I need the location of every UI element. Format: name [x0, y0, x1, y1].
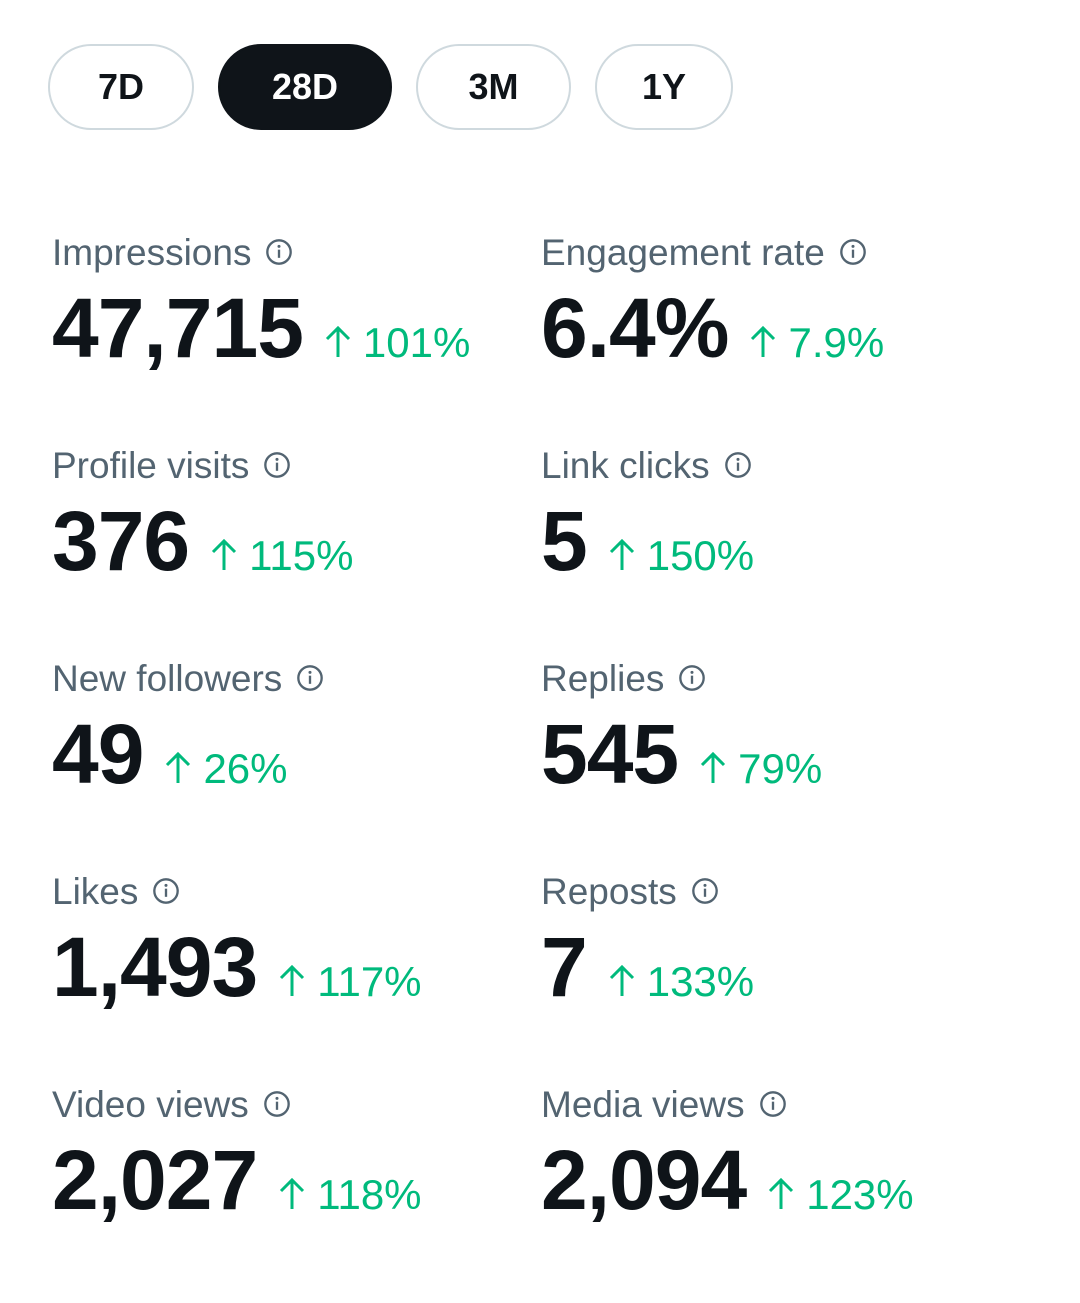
metric-change-value: 150% [646, 532, 755, 579]
metric-change-value: 118% [317, 1171, 422, 1218]
metric-label-row: Reposts [541, 865, 1041, 917]
metric-label: Replies [541, 657, 665, 699]
tab-7d[interactable]: 7D [48, 44, 194, 130]
metric-link-clicks: Link clicks 5 150% [541, 439, 1041, 652]
tab-3m[interactable]: 3M [416, 44, 571, 130]
metric-change: 118% [279, 1171, 422, 1218]
metric-value-row: 6.4% 7.9% [541, 286, 1041, 370]
metric-value: 545 [541, 707, 679, 801]
metric-label-row: Likes [52, 865, 541, 917]
metric-label: Likes [52, 870, 139, 912]
metric-change: 123% [768, 1171, 914, 1218]
metric-value: 1,493 [52, 920, 258, 1014]
metric-label: Engagement rate [541, 231, 825, 273]
info-icon[interactable] [263, 1090, 291, 1118]
metric-value-row: 47,715 101% [52, 286, 541, 370]
metric-label: Impressions [52, 231, 252, 273]
metric-impressions: Impressions 47,715 101% [52, 226, 541, 439]
arrow-up-icon [279, 964, 305, 998]
metric-profile-visits: Profile visits 376 115% [52, 439, 541, 652]
metric-value: 47,715 [52, 281, 304, 375]
metric-label-row: Link clicks [541, 439, 1041, 491]
metric-change: 133% [609, 961, 754, 1003]
metric-media-views: Media views 2,094 123% [541, 1078, 1041, 1291]
arrow-up-icon [279, 1177, 305, 1211]
metric-label: Link clicks [541, 444, 710, 486]
metric-reposts: Reposts 7 133% [541, 865, 1041, 1078]
arrow-up-icon [750, 325, 776, 359]
metric-label: Reposts [541, 870, 677, 912]
metric-likes: Likes 1,493 117% [52, 865, 541, 1078]
metric-replies: Replies 545 79% [541, 652, 1041, 865]
tab-1y[interactable]: 1Y [595, 44, 733, 130]
metric-label-row: New followers [52, 652, 541, 704]
arrow-up-icon [609, 964, 635, 998]
arrow-up-icon [165, 751, 191, 785]
metric-label-row: Impressions [52, 226, 541, 278]
metric-value-row: 49 26% [52, 712, 541, 796]
arrow-up-icon [700, 751, 726, 785]
info-icon[interactable] [678, 664, 706, 692]
date-range-tabs: 7D 28D 3M 1Y [48, 44, 733, 130]
metric-change: 26% [165, 745, 288, 792]
metric-label-row: Engagement rate [541, 226, 1041, 278]
metric-value-row: 7 133% [541, 925, 1041, 1009]
metric-value-row: 545 79% [541, 712, 1041, 796]
metric-change: 115% [211, 535, 353, 577]
metric-change: 117% [279, 958, 422, 1005]
metric-change: 150% [609, 535, 754, 577]
metric-change-value: 117% [317, 958, 422, 1005]
arrow-up-icon [211, 538, 237, 572]
metric-value-row: 2,027 118% [52, 1138, 541, 1222]
metric-label-row: Media views [541, 1078, 1041, 1130]
metric-label-row: Profile visits [52, 439, 541, 491]
metric-value-row: 376 115% [52, 499, 541, 583]
metric-value: 6.4% [541, 281, 729, 375]
metric-value: 7 [541, 920, 588, 1014]
metric-change-value: 79% [738, 745, 823, 792]
metric-value: 376 [52, 494, 190, 588]
metric-value: 2,027 [52, 1133, 258, 1227]
metric-label-row: Replies [541, 652, 1041, 704]
info-icon[interactable] [296, 664, 324, 692]
metric-label: Profile visits [52, 444, 250, 486]
metric-change: 7.9% [750, 322, 884, 364]
info-icon[interactable] [759, 1090, 787, 1118]
metric-value: 2,094 [541, 1133, 747, 1227]
arrow-up-icon [325, 325, 351, 359]
metric-value: 49 [52, 707, 144, 801]
info-icon[interactable] [724, 451, 752, 479]
arrow-up-icon [609, 538, 635, 572]
info-icon[interactable] [691, 877, 719, 905]
metric-video-views: Video views 2,027 118% [52, 1078, 541, 1291]
metrics-grid: Impressions 47,715 101% Engagement rate … [52, 226, 1052, 1291]
info-icon[interactable] [265, 238, 293, 266]
metric-engagement-rate: Engagement rate 6.4% 7.9% [541, 226, 1041, 439]
metric-label: New followers [52, 657, 283, 699]
metric-change-value: 123% [806, 1171, 914, 1218]
metric-change-value: 7.9% [788, 319, 885, 366]
metric-value-row: 1,493 117% [52, 925, 541, 1009]
metric-change-value: 26% [203, 745, 288, 792]
info-icon[interactable] [152, 877, 180, 905]
arrow-up-icon [768, 1177, 794, 1211]
metric-value-row: 2,094 123% [541, 1138, 1041, 1222]
metric-value: 5 [541, 494, 588, 588]
metric-change: 101% [325, 322, 470, 364]
tab-28d[interactable]: 28D [218, 44, 392, 130]
metric-value-row: 5 150% [541, 499, 1041, 583]
metric-change: 79% [700, 748, 822, 790]
info-icon[interactable] [839, 238, 867, 266]
metric-change-value: 133% [646, 958, 755, 1005]
metric-label: Video views [52, 1083, 249, 1125]
metric-new-followers: New followers 49 26% [52, 652, 541, 865]
metric-change-value: 101% [362, 319, 471, 366]
metric-label: Media views [541, 1083, 745, 1125]
metric-label-row: Video views [52, 1078, 541, 1130]
info-icon[interactable] [263, 451, 291, 479]
metric-change-value: 115% [249, 532, 354, 579]
